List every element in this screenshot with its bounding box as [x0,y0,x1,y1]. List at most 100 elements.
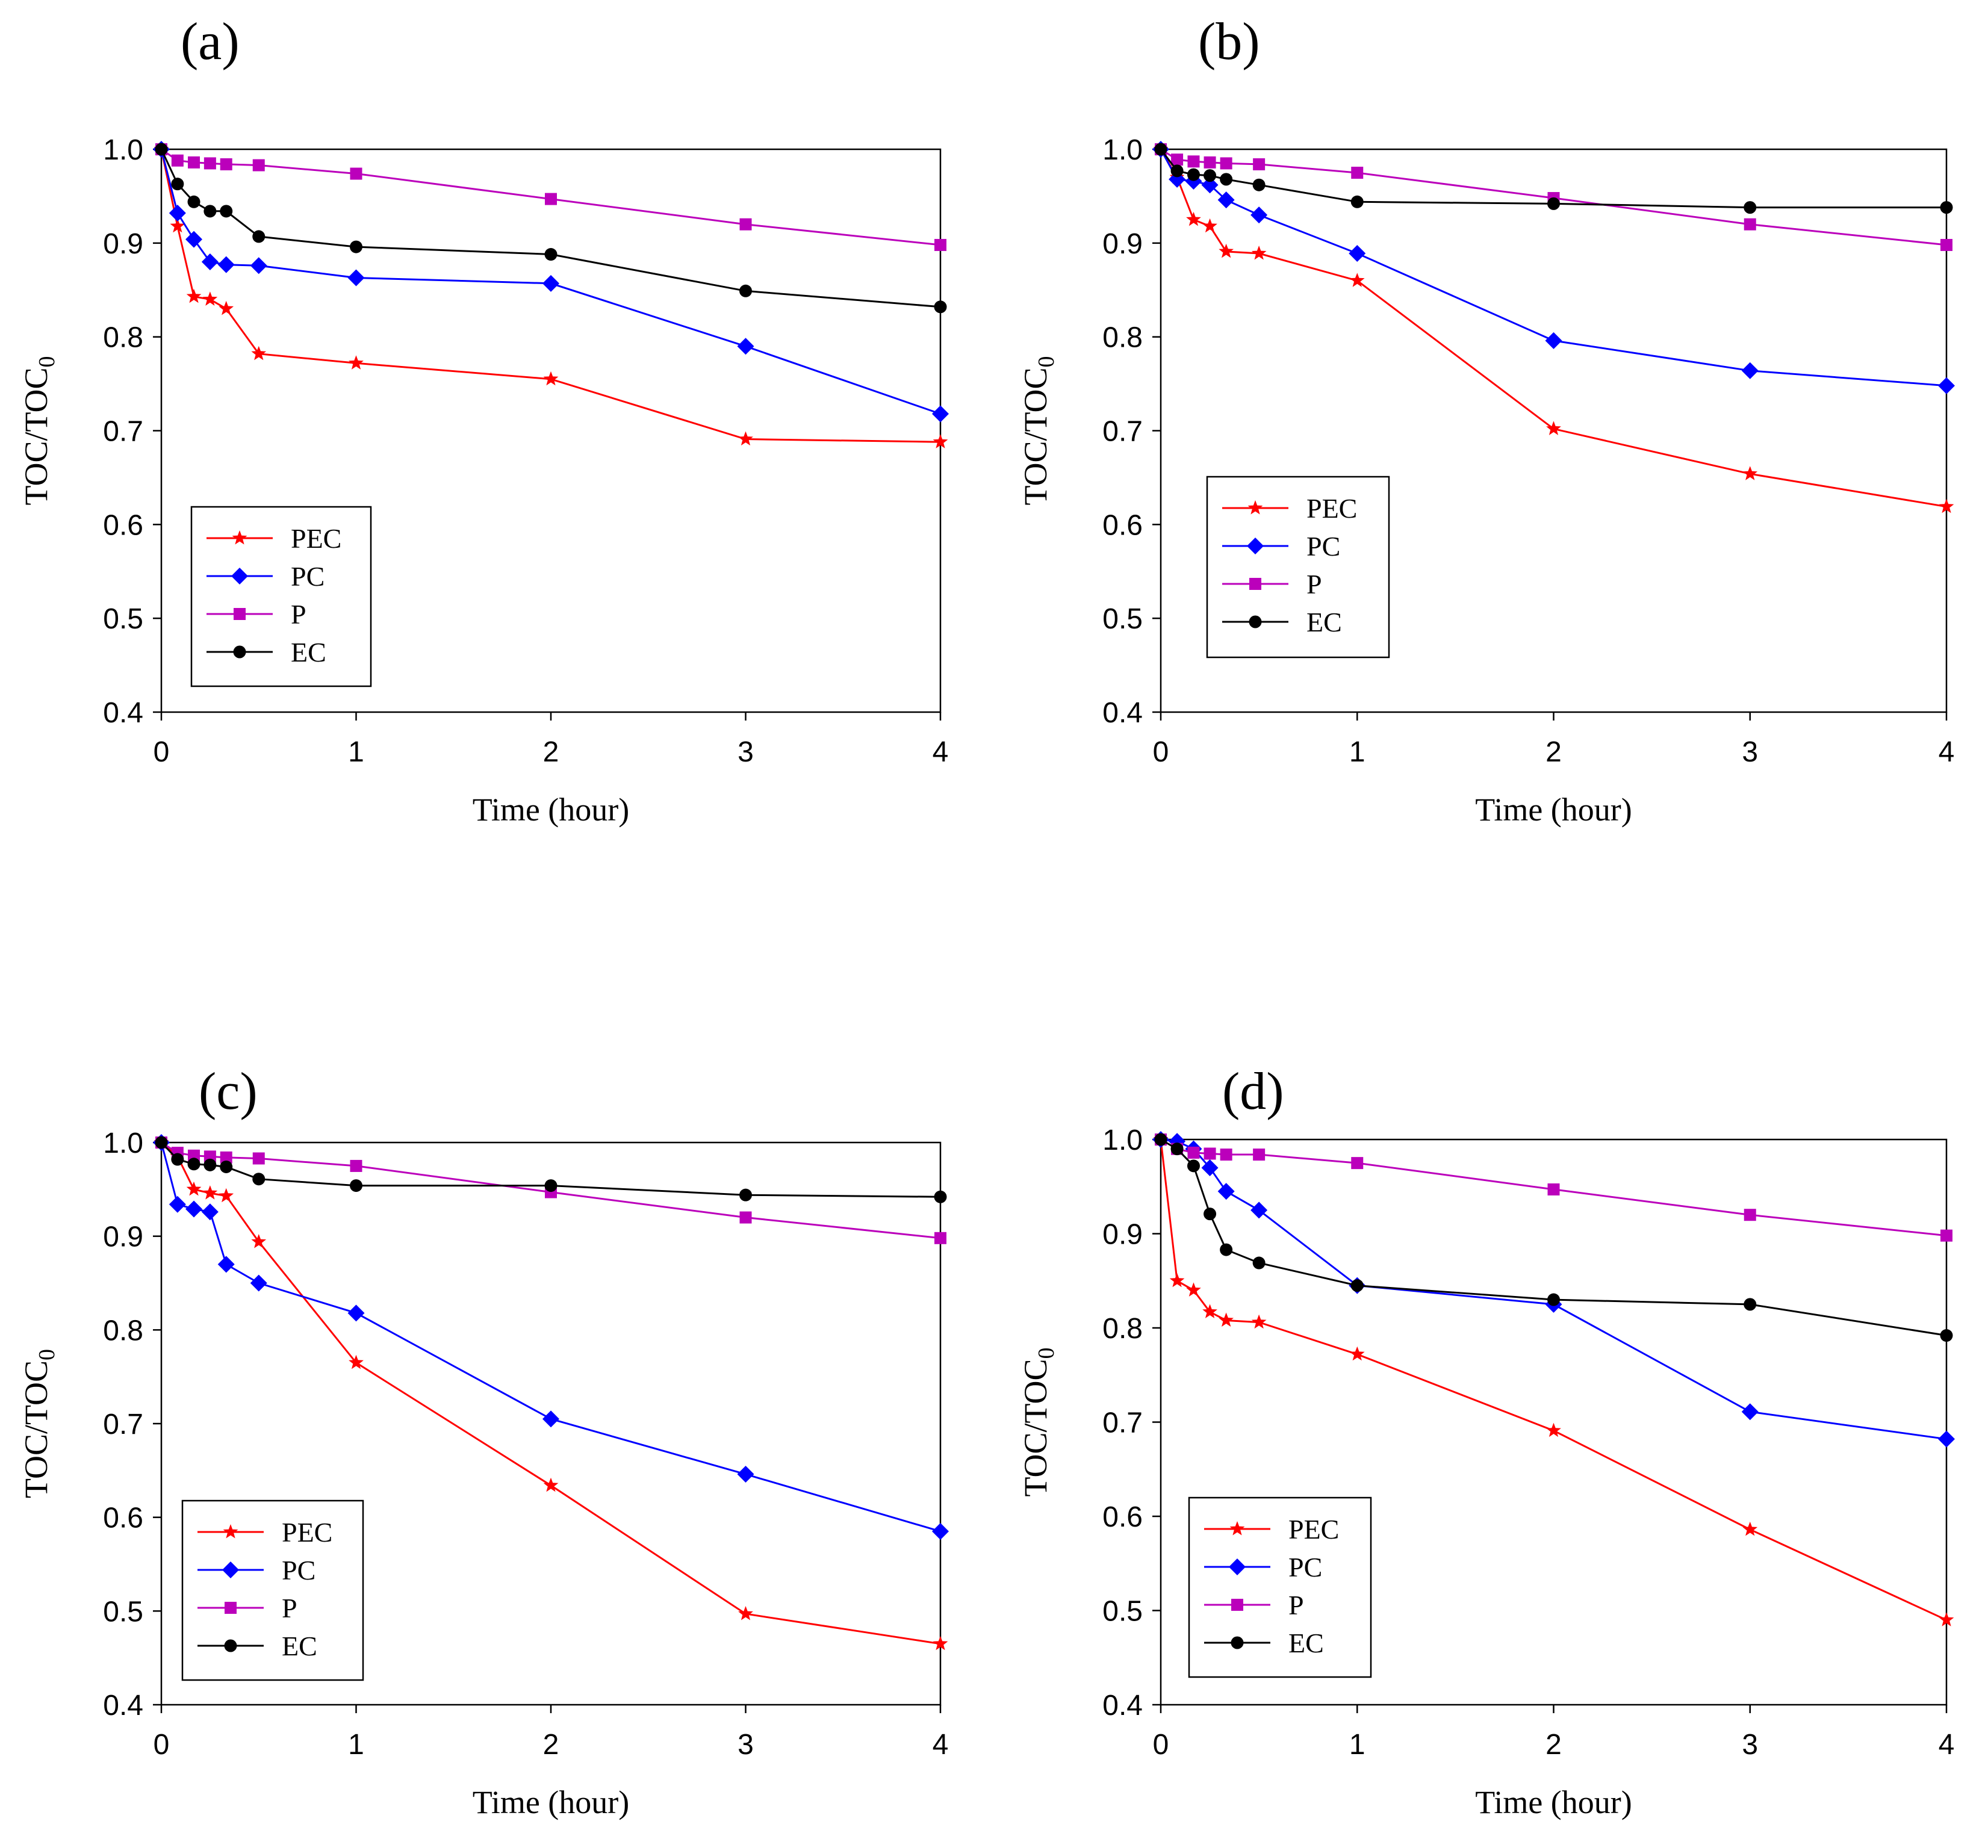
legend-box [1188,1496,1372,1678]
x-tick-label: 2 [1545,1729,1562,1761]
data-point [1217,191,1235,209]
data-point [544,1179,558,1192]
legend-entry-pec: PEC [207,523,341,554]
legend-marker [1229,1558,1246,1575]
y-tick-label: 0.5 [103,603,143,635]
data-point [186,288,202,303]
data-point [188,156,200,169]
legend-marker [1229,1521,1245,1536]
series-line [161,148,941,246]
data-point [738,431,753,445]
data-point [1546,1422,1561,1437]
legend-label: PEC [1306,493,1357,524]
data-point [1186,211,1201,226]
data-point [542,1410,559,1428]
data-point [1744,218,1756,231]
data-point [544,248,558,261]
data-point [1202,1304,1217,1318]
x-tick-label: 3 [738,1729,754,1761]
panel-title: (b) [1198,13,1260,71]
y-tick-label: 0.4 [103,1690,143,1722]
series-line [160,149,941,443]
panel-title: (c) [199,1062,258,1121]
data-point [1154,143,1167,156]
data-point [1220,157,1232,170]
data-point [350,167,362,180]
data-point [219,1188,234,1203]
data-point [186,1181,202,1196]
y-tick-label: 0.9 [1102,228,1143,260]
legend-box [1206,476,1390,659]
data-point [1187,168,1200,181]
data-point [169,1195,186,1213]
data-point [932,1523,949,1540]
data-point [543,371,559,386]
data-point [1220,1149,1232,1161]
x-tick-label: 0 [154,1729,170,1761]
series-ec [1154,143,1953,214]
data-point [203,157,216,170]
y-tick-label: 0.4 [1102,697,1143,729]
data-point [349,1354,364,1369]
data-point [1201,176,1219,194]
legend-label: P [1306,569,1322,600]
data-point [1940,1329,1953,1342]
y-tick-label: 0.9 [1102,1219,1143,1251]
data-point [934,238,946,251]
data-point [252,159,265,172]
data-point [220,1151,232,1164]
data-point [349,355,364,370]
data-point [1171,153,1184,166]
y-axis-label: TOC/TOC0 [1017,1347,1059,1496]
legend-label: PC [1288,1552,1322,1583]
legend-label: EC [1288,1628,1324,1658]
legend-marker [234,608,246,620]
y-axis-label-subscript: 0 [1034,356,1059,367]
y-tick-label: 0.7 [103,416,143,448]
data-point [1938,377,1955,394]
data-point [932,405,949,423]
data-point [1250,206,1268,224]
data-point [1220,1243,1233,1256]
data-point [1349,1346,1365,1361]
data-point [1547,1293,1560,1306]
legend-marker [1249,578,1261,590]
data-point [1187,1146,1200,1159]
data-point [1546,421,1561,435]
data-point [1220,173,1233,186]
legend-marker [232,530,247,545]
data-point [155,1136,168,1149]
y-tick-label: 0.7 [1102,416,1143,448]
y-tick-label: 0.5 [103,1596,143,1628]
panel-title: (d) [1222,1062,1284,1121]
data-point [1744,1209,1756,1221]
legend-marker [233,645,246,659]
data-point [252,230,266,243]
y-tick-label: 0.4 [103,697,143,729]
series-ec [155,143,947,314]
data-point [1940,238,1952,251]
data-point [251,346,267,361]
data-point [1349,273,1365,287]
panel-title: (a) [181,13,240,71]
data-point [217,1256,235,1273]
legend-entry-ec: EC [197,1631,317,1661]
x-tick-label: 1 [348,1729,364,1761]
data-point [219,300,234,315]
y-tick-label: 0.8 [1102,322,1143,354]
data-point [251,1234,267,1248]
data-point [171,154,184,167]
x-tick-label: 4 [1939,736,1955,768]
data-point [185,1200,203,1218]
y-axis-label-main: TOC/TOC [1017,367,1054,505]
chart-panel-d: (d) 0 1 2 3 4 0.4 0.5 0.6 0.7 0.8 0.9 1.0 Time (hour)… [1017,1062,1955,1820]
legend-label: PC [282,1555,315,1586]
legend-label: PEC [291,523,341,554]
x-axis-label: Time (hour) [473,792,630,828]
legend-marker [1247,500,1263,515]
data-point [203,205,217,218]
legend-label: PEC [282,1517,332,1548]
data-point [933,1636,948,1651]
